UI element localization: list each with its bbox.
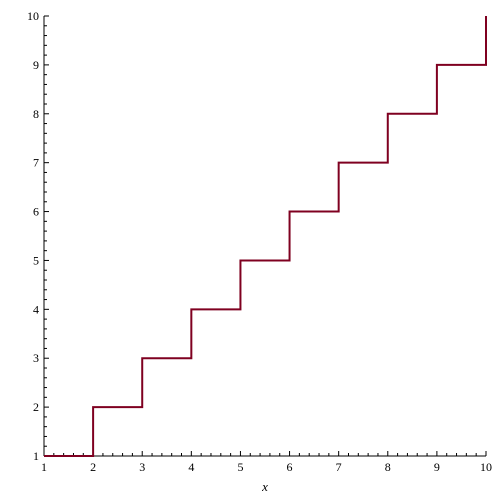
x-tick-label: 5 [237, 460, 243, 474]
x-tick-label: 2 [90, 460, 96, 474]
y-tick-label: 3 [33, 351, 39, 365]
x-tick-label: 7 [336, 460, 342, 474]
x-tick-label: 9 [434, 460, 440, 474]
x-axis-ticks: 1 2 3 4 5 6 7 8 9 10 [41, 451, 492, 474]
y-tick-label: 7 [33, 156, 39, 170]
y-tick-label: 9 [33, 58, 39, 72]
y-tick-label: 6 [33, 205, 39, 219]
step-function-line [44, 16, 487, 457]
y-tick-label: 5 [33, 253, 39, 267]
x-tick-label: 3 [139, 460, 145, 474]
x-tick-label: 10 [480, 460, 492, 474]
y-tick-label: 8 [33, 107, 39, 121]
x-tick-label: 1 [41, 460, 47, 474]
y-tick-label: 2 [33, 400, 39, 414]
y-tick-label: 10 [27, 9, 39, 23]
x-tick-label: 4 [188, 460, 194, 474]
x-tick-label: 6 [287, 460, 293, 474]
y-axis-ticks: 1 2 3 4 5 6 7 8 9 10 [27, 9, 49, 463]
x-tick-label: 8 [385, 460, 391, 474]
y-tick-label: 1 [33, 449, 39, 463]
x-axis-label: x [261, 479, 268, 494]
y-tick-label: 4 [33, 302, 39, 316]
